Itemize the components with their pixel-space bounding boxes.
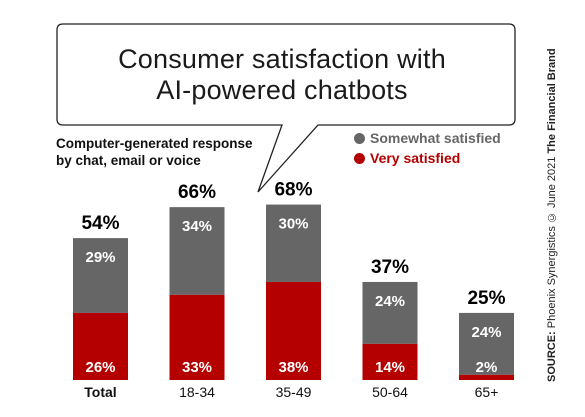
bar-very-18-34: [169, 294, 225, 380]
data-label-very-18-34: 33%: [182, 359, 212, 376]
source-note: SOURCE: Phoenix Synergistics © June 2021…: [546, 20, 564, 382]
x-tick-label-50-64: 50-64: [372, 384, 408, 400]
data-label-somewhat-50-64: 24%: [375, 293, 405, 310]
bar-somewhat-total: [73, 238, 128, 313]
source-label: SOURCE:: [546, 331, 558, 382]
bar-somewhat-18-34: [169, 207, 225, 295]
total-label-total: 54%: [81, 213, 119, 234]
chart-subtitle-line-2: by chat, email or voice: [56, 153, 201, 168]
bar-somewhat-35-49: [266, 204, 321, 282]
total-label-50-64: 37%: [371, 257, 409, 278]
data-label-very-total: 26%: [85, 359, 115, 376]
speech-bubble-outline: [56, 23, 516, 193]
legend-label-somewhat: Somewhat satisfied: [370, 130, 501, 146]
bar-very-35-49: [266, 281, 321, 380]
total-label-35-49: 68%: [274, 180, 312, 201]
bar-somewhat-65-: [459, 312, 514, 375]
bar-very-total: [73, 312, 128, 380]
data-label-somewhat-65-: 24%: [471, 324, 501, 341]
total-label-65-: 25%: [467, 288, 505, 309]
legend-swatch-somewhat: [354, 132, 365, 144]
data-label-somewhat-18-34: 34%: [182, 218, 212, 235]
bar-very-50-64: [362, 343, 418, 380]
x-tick-label-65-: 65+: [475, 384, 499, 400]
source-text: Phoenix Synergistics © June 2021: [546, 153, 558, 332]
legend-item-somewhat-satisfied: Somewhat satisfied: [354, 130, 501, 146]
source-brand: The Financial Brand: [546, 48, 558, 154]
x-tick-label-18-34: 18-34: [179, 384, 215, 400]
legend-item-very-satisfied: Very satisfied: [354, 150, 460, 166]
bar-very-65-: [459, 374, 514, 380]
data-label-somewhat-35-49: 30%: [278, 216, 308, 233]
data-label-very-35-49: 38%: [278, 359, 308, 376]
chart-title-line-1: Consumer satisfaction with: [118, 44, 446, 74]
chart-title-line-2: AI-powered chatbots: [156, 75, 408, 105]
x-tick-label-35-49: 35-49: [276, 384, 312, 400]
data-label-very-65-: 2%: [476, 359, 498, 376]
data-label-very-50-64: 14%: [375, 359, 405, 376]
data-label-somewhat-total: 29%: [85, 249, 115, 266]
total-label-18-34: 66%: [178, 182, 216, 203]
chart-subtitle-line-1: Computer-generated response: [56, 136, 253, 151]
legend-label-very: Very satisfied: [370, 150, 461, 166]
bar-somewhat-50-64: [362, 281, 418, 344]
legend-swatch-very: [354, 152, 365, 164]
x-tick-label-total: Total: [84, 384, 116, 400]
